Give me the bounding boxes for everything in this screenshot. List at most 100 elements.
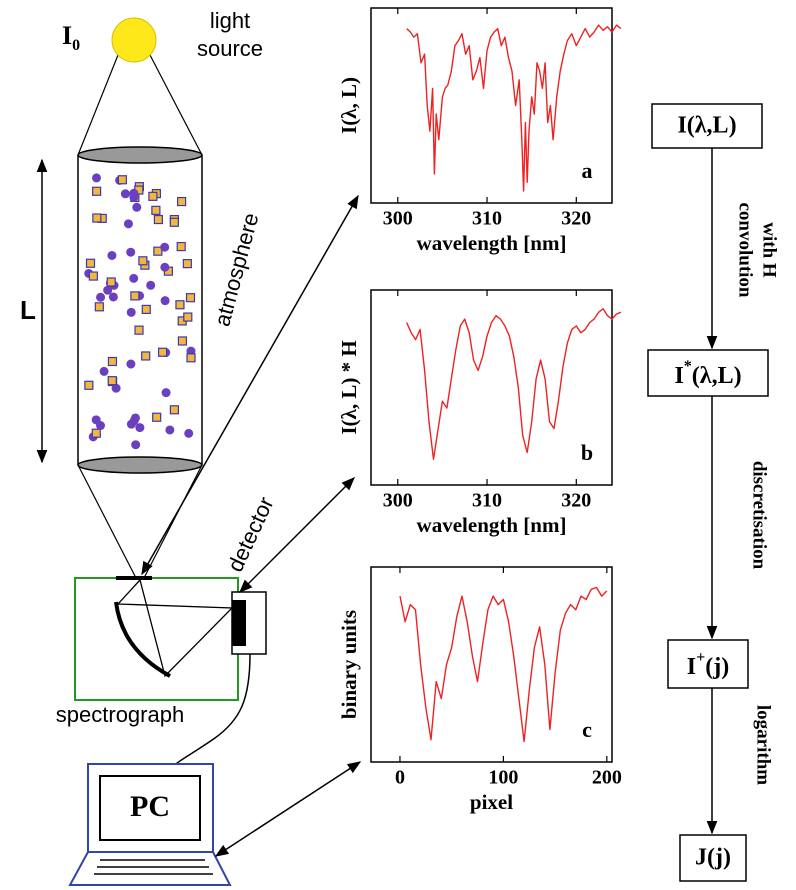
laptop-base [68, 851, 232, 886]
particle [92, 186, 102, 196]
flow-box-rest: (λ,L) [692, 363, 742, 389]
flow-step-label: convolution [735, 202, 756, 297]
particle [132, 202, 142, 212]
flow-box-label: J(j) [695, 845, 731, 871]
flow-box-sup: + [696, 649, 705, 666]
flow-box-base: I [687, 654, 696, 680]
particle [108, 292, 118, 302]
particle [96, 421, 106, 431]
particle [84, 380, 94, 390]
panel-label: b [581, 440, 593, 465]
spectrum-line [406, 24, 622, 192]
x-tick-label: 300 [383, 490, 413, 512]
source-label: source [197, 36, 263, 61]
flow-box-label: I(λ,L) [677, 113, 736, 139]
particle [126, 247, 136, 257]
y-axis-label: I(λ, L) * H [337, 340, 361, 434]
particle [160, 296, 170, 306]
cylinder-bottom [77, 456, 203, 474]
particle [99, 366, 109, 376]
flow-box-rest: (j) [705, 654, 729, 680]
light-ray [77, 54, 119, 156]
particle [184, 428, 194, 438]
x-axis-label: wavelength [nm] [417, 231, 567, 255]
particle [107, 376, 117, 386]
mirror [114, 601, 171, 678]
particle [175, 300, 185, 310]
x-tick-label: 300 [383, 208, 413, 230]
flow-box-sup: * [684, 358, 692, 375]
x-tick-label: 320 [561, 490, 591, 512]
particle [152, 412, 162, 422]
source-symbol-subscript: 0 [72, 37, 80, 54]
particle [160, 242, 170, 252]
flow-box-base: I [674, 363, 683, 389]
particle [177, 196, 187, 207]
particle [183, 312, 193, 322]
flow-step-label: logarithm [753, 705, 774, 785]
particle [92, 173, 102, 183]
x-tick-label: 320 [561, 208, 591, 230]
particle [106, 277, 116, 287]
particle [153, 214, 163, 225]
particle [85, 258, 96, 268]
particle [161, 388, 171, 398]
particle [126, 359, 136, 369]
x-tick-label: 0 [395, 767, 405, 789]
link-arrow [141, 194, 359, 576]
x-axis-label: wavelength [nm] [417, 513, 567, 537]
light-ray [149, 54, 203, 156]
link-arrow [239, 477, 355, 593]
particle [107, 356, 118, 367]
cable [175, 653, 251, 765]
particle [186, 353, 196, 363]
plot-frame [370, 566, 613, 763]
particle [176, 241, 186, 252]
flow-box [667, 639, 749, 689]
spectrum-line [399, 586, 608, 743]
y-axis-label: binary units [337, 610, 361, 719]
x-tick-label: 310 [472, 208, 502, 230]
particle [120, 189, 130, 199]
light-path [116, 579, 234, 678]
particle [123, 219, 133, 229]
particle [148, 191, 158, 201]
particle [129, 273, 139, 283]
flow-box-label: I+(j) [687, 649, 729, 680]
light-cone [77, 464, 137, 579]
x-axis-label: pixel [470, 790, 513, 814]
particle [138, 256, 148, 266]
flow-box-label: I*(λ,L) [674, 358, 741, 389]
particle [103, 285, 113, 295]
pc-label: PC [130, 790, 170, 823]
particle [141, 351, 151, 361]
laptop-display [99, 775, 201, 841]
cylinder-top [77, 146, 203, 164]
spectrograph-label: spectrograph [56, 702, 184, 727]
particle [117, 175, 127, 185]
x-tick-label: 200 [592, 767, 622, 789]
length-label: L [20, 295, 36, 325]
flow-box [651, 103, 763, 149]
light-source [111, 17, 157, 63]
y-axis-label: I(λ, L) [337, 77, 361, 134]
flow-box [647, 349, 769, 397]
atmosphere-label: atmosphere [209, 210, 263, 329]
particle [185, 293, 196, 303]
particle [177, 336, 187, 346]
particle [91, 428, 101, 438]
plot-frame [370, 7, 613, 204]
detector-array [232, 600, 246, 646]
particle [182, 259, 192, 269]
particle [96, 292, 106, 302]
particle [169, 405, 179, 415]
particle [160, 262, 170, 272]
particle [131, 440, 141, 450]
x-tick-label: 310 [472, 490, 502, 512]
flow-box [679, 834, 747, 882]
detector-label: detector [222, 493, 278, 576]
particle [111, 383, 121, 393]
panel-label: a [582, 158, 593, 183]
particle [157, 347, 168, 357]
